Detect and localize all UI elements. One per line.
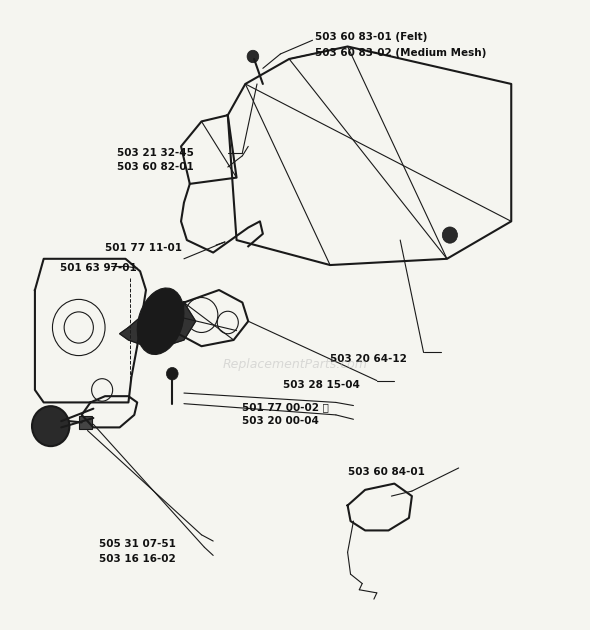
Circle shape — [166, 367, 178, 380]
Text: 503 28 15-04: 503 28 15-04 — [283, 380, 360, 390]
Polygon shape — [120, 302, 196, 350]
Text: 501 77 11-01: 501 77 11-01 — [105, 243, 182, 253]
Text: ReplacementParts.com: ReplacementParts.com — [222, 358, 368, 372]
Circle shape — [442, 227, 457, 243]
Text: 503 16 16-02: 503 16 16-02 — [99, 554, 176, 563]
Text: 503 60 82-01: 503 60 82-01 — [117, 162, 194, 172]
Ellipse shape — [137, 288, 184, 355]
Text: 503 20 00-04: 503 20 00-04 — [242, 416, 319, 426]
Text: 501 77 00-02 ⓘ: 501 77 00-02 ⓘ — [242, 403, 329, 413]
Text: 503 60 83-02 (Medium Mesh): 503 60 83-02 (Medium Mesh) — [316, 48, 487, 58]
Circle shape — [32, 406, 70, 446]
Text: 505 31 07-51: 505 31 07-51 — [99, 539, 176, 549]
Text: 501 63 97-01: 501 63 97-01 — [60, 263, 137, 273]
Text: 503 60 83-01 (Felt): 503 60 83-01 (Felt) — [316, 32, 428, 42]
Text: 503 21 32-45: 503 21 32-45 — [117, 147, 194, 158]
Text: 503 20 64-12: 503 20 64-12 — [330, 353, 407, 364]
FancyBboxPatch shape — [78, 416, 91, 428]
Circle shape — [247, 50, 259, 63]
Text: 503 60 84-01: 503 60 84-01 — [348, 467, 424, 478]
